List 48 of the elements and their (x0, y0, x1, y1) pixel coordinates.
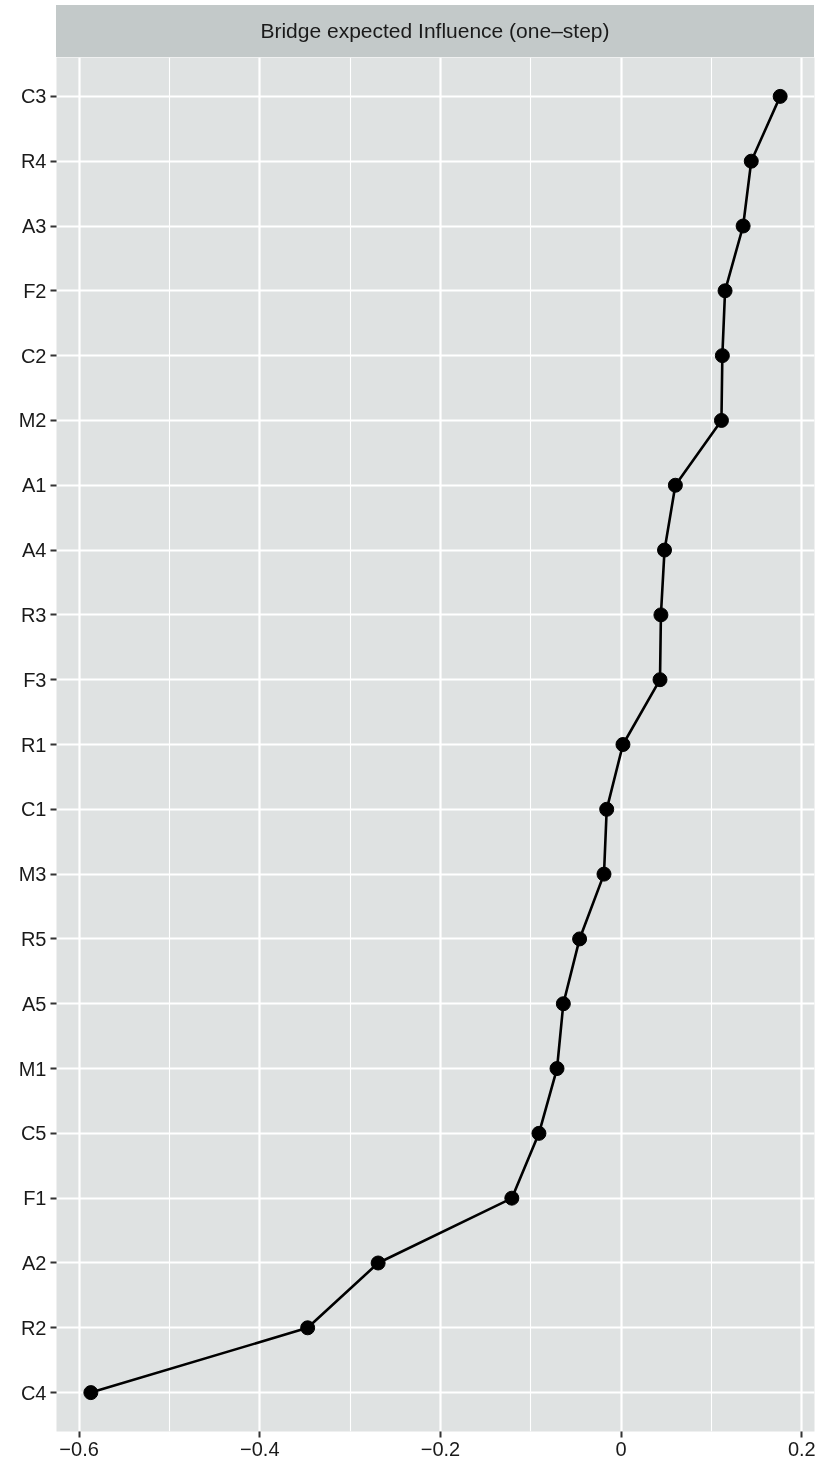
y-tick-label: A2 (22, 1251, 47, 1274)
y-tick-label: F3 (23, 668, 47, 691)
y-tick-label: A1 (22, 474, 47, 497)
point (735, 218, 751, 234)
point (83, 1385, 99, 1401)
point (531, 1125, 547, 1141)
point (717, 283, 733, 299)
y-tick-label: F1 (23, 1187, 47, 1210)
point (652, 672, 668, 688)
y-tick-label: R3 (20, 603, 47, 626)
y-tick-label: M3 (18, 863, 47, 886)
point (549, 1061, 565, 1077)
point (596, 866, 612, 882)
point (615, 737, 631, 752)
point (714, 348, 730, 364)
x-tick-label: 0.2 (787, 1437, 816, 1460)
chart-title: Bridge expected Influence (one–step) (260, 18, 610, 44)
point (555, 996, 571, 1012)
y-tick-label: C1 (20, 798, 47, 821)
point (504, 1190, 520, 1206)
point (572, 931, 588, 947)
y-tick-label: A5 (22, 992, 47, 1015)
x-tick-label: −0.4 (240, 1437, 280, 1460)
point (300, 1320, 316, 1336)
point (743, 153, 759, 169)
point (599, 801, 615, 817)
point (653, 607, 669, 623)
y-tick-label: R1 (20, 733, 47, 756)
y-tick-label: C3 (20, 85, 47, 108)
point (657, 542, 673, 558)
y-tick-label: A4 (22, 539, 47, 562)
x-tick-label: 0 (615, 1437, 627, 1460)
point (772, 88, 788, 104)
point (370, 1255, 386, 1271)
y-tick-label: C5 (20, 1122, 47, 1145)
y-tick-label: F2 (23, 279, 47, 302)
y-tick-label: M2 (18, 409, 47, 432)
x-tick-label: −0.2 (420, 1437, 461, 1460)
y-tick-label: R4 (20, 150, 47, 173)
y-tick-label: R5 (20, 927, 47, 950)
y-tick-label: C2 (20, 344, 47, 367)
y-tick-label: M1 (18, 1057, 47, 1080)
point (667, 477, 683, 493)
y-tick-label: R2 (20, 1316, 47, 1339)
x-tick-label: −0.6 (59, 1437, 99, 1460)
point (713, 412, 729, 428)
y-tick-label: A3 (22, 215, 47, 238)
y-tick-label: C4 (20, 1381, 47, 1404)
